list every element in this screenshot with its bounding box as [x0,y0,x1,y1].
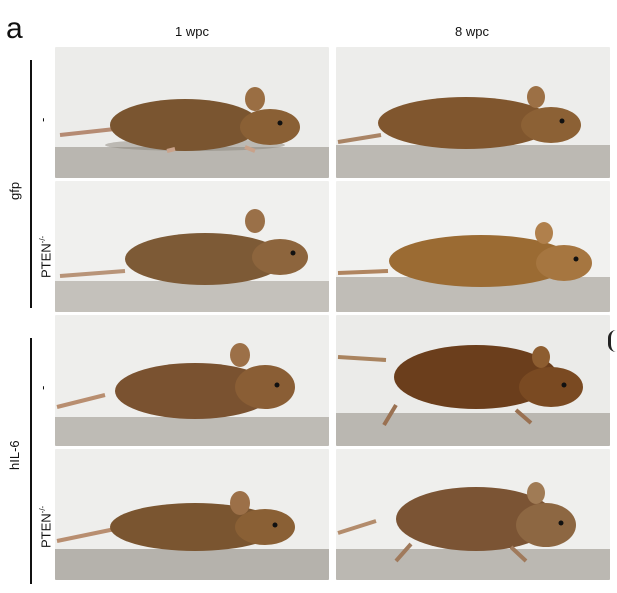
mouse-photo-icon [55,449,329,580]
mouse-photo-gfp-control-1wpc [55,47,329,178]
group-bracket-hil6 [30,338,32,584]
row-label-hil6-pten: PTEN-/- [38,505,54,548]
mouse-photo-hil6-control-8wpc [336,315,610,446]
column-header-8wpc: 8 wpc [455,24,489,39]
mouse-photo-gfp-control-8wpc [336,47,610,178]
mouse-photo-gfp-pten-1wpc [55,181,329,312]
row-label-gfp-pten: PTEN-/- [38,235,54,278]
group-bracket-gfp [30,60,32,308]
group-label-gfp: gfp [7,181,22,200]
mouse-photo-hil6-pten-8wpc [336,449,610,580]
mouse-photo-icon [336,315,610,446]
mouse-photo-icon [336,449,610,580]
row-label-hil6-control: - [35,385,50,390]
panel-letter: a [6,12,23,45]
cropped-panel-edge [608,330,617,352]
mouse-photo-hil6-control-1wpc [55,315,329,446]
mouse-photo-gfp-pten-8wpc [336,181,610,312]
mouse-photo-icon [55,315,329,446]
group-label-hil6: hIL-6 [7,440,22,470]
mouse-photo-hil6-pten-1wpc [55,449,329,580]
mouse-photo-icon [336,47,610,178]
column-header-1wpc: 1 wpc [175,24,209,39]
row-label-gfp-control: - [35,117,50,122]
mouse-photo-icon [55,47,329,178]
mouse-photo-icon [55,181,329,312]
mouse-photo-icon [336,181,610,312]
